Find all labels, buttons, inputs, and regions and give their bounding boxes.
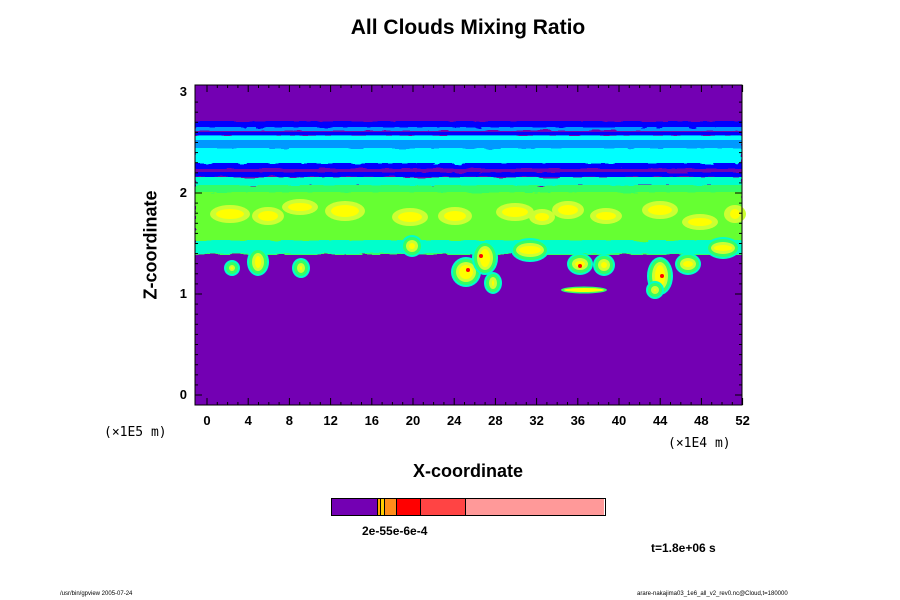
- red-speck: [578, 264, 582, 268]
- cloud-field: [195, 121, 746, 299]
- colorbar-segment: [381, 499, 385, 515]
- x-tick-label: 52: [735, 413, 750, 428]
- dense-pocket-core: [730, 209, 740, 219]
- dense-pocket-core: [216, 209, 244, 219]
- colorbar-segment: [397, 499, 421, 515]
- x-tick-label: 4: [244, 413, 252, 428]
- x-axis-unit: (×1E4 m): [668, 436, 731, 451]
- x-tick-label: 0: [203, 413, 211, 428]
- lower-layer-top: [195, 177, 742, 186]
- x-tick-label: 36: [570, 413, 586, 428]
- x-tick-label: 40: [611, 413, 627, 428]
- colorbar-labels: 2e-55e-6e-4: [362, 524, 428, 538]
- cloud-blob-core: [231, 267, 233, 269]
- mid-gap-blue: [195, 172, 742, 177]
- upper-cloud-layer-top: [195, 136, 742, 140]
- x-tick-label: 8: [285, 413, 293, 428]
- y-tick-label: 3: [179, 84, 187, 99]
- axis-ticks: [195, 85, 744, 405]
- dense-pocket-core: [398, 212, 422, 222]
- y-axis-label: Z-coordinate: [140, 190, 161, 300]
- x-tick-label: 44: [652, 413, 668, 428]
- mid-gap: [195, 169, 742, 173]
- x-tick-label: 20: [405, 413, 421, 428]
- cloud-blob-core: [480, 249, 490, 267]
- colorbar-segment: [378, 499, 381, 515]
- cloud-blob-core: [654, 289, 656, 291]
- upper-streak: [195, 121, 742, 130]
- dense-pocket-core: [558, 205, 578, 215]
- upper-cloud-layer-base: [195, 163, 742, 169]
- low-streak-core: [564, 288, 604, 292]
- dense-pocket-core: [331, 205, 359, 217]
- cloud-blob-core: [492, 280, 494, 286]
- red-speck: [466, 268, 470, 272]
- cloud-blob-core: [300, 266, 302, 270]
- dense-pocket-core: [258, 211, 278, 221]
- colorbar: [331, 498, 606, 516]
- dense-pocket-core: [596, 212, 616, 220]
- plot-frame: [194, 84, 743, 406]
- dense-pocket-core: [648, 205, 672, 215]
- dense-pocket-core: [444, 211, 466, 221]
- red-speck: [660, 274, 664, 278]
- cloud-blob-core: [255, 256, 261, 268]
- upper-layer-edge: [195, 132, 742, 135]
- y-tick-label: 0: [179, 387, 187, 402]
- x-tick-label: 28: [488, 413, 503, 428]
- x-tick-label: 16: [364, 413, 380, 428]
- footer-command: /usr/bin/gpview 2005-07-24: [60, 591, 133, 597]
- colorbar-segment: [385, 499, 397, 515]
- chart-title: All Clouds Mixing Ratio: [350, 16, 586, 39]
- x-tick-label: 24: [446, 413, 462, 428]
- cloud-blob-core: [601, 262, 607, 268]
- cloud-blob-core: [459, 265, 473, 279]
- dense-pocket-core: [688, 218, 712, 226]
- cloud-blob-core: [519, 246, 541, 254]
- colorbar-segment: [466, 499, 604, 515]
- colorbar-segment: [332, 499, 378, 515]
- y-axis-unit: (×1E5 m): [104, 425, 167, 440]
- dense-pocket-core: [502, 207, 528, 217]
- x-tick-label: 32: [529, 413, 544, 428]
- dense-pocket-core: [288, 203, 312, 211]
- colorbar-segment: [421, 499, 466, 515]
- upper-cloud-layer-core: [195, 148, 742, 165]
- red-speck: [479, 254, 483, 258]
- dense-pocket-core: [535, 213, 549, 221]
- y-tick-label: 2: [179, 185, 187, 200]
- lower-cloud-base: [195, 240, 742, 254]
- y-tick-label: 1: [179, 286, 187, 301]
- x-axis-label: X-coordinate: [412, 461, 524, 481]
- cloud-blob-core: [683, 261, 693, 267]
- upper-streak: [195, 127, 742, 131]
- time-label: t=1.8e+06 s: [651, 541, 716, 555]
- footer-source: arare-nakajima03_1e6_all_v2_rev0.nc@Clou…: [637, 591, 788, 597]
- cloud-blob-core: [714, 245, 732, 251]
- cloud-blob-core: [409, 243, 415, 249]
- x-tick-label: 48: [694, 413, 709, 428]
- x-tick-label: 12: [323, 413, 338, 428]
